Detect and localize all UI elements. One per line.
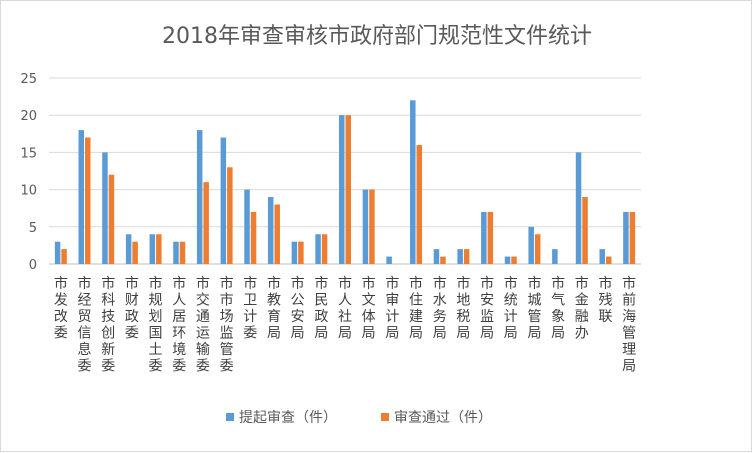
bar-submitted (78, 130, 85, 264)
x-tick-label: 市经贸信息委 (78, 275, 92, 375)
bar-submitted (457, 249, 463, 264)
bar-submitted (623, 211, 629, 264)
bar-submitted (528, 226, 534, 264)
bar-submitted (552, 249, 558, 264)
bar-approved (85, 137, 91, 264)
bar-approved (463, 249, 470, 264)
x-tick-label: 市民政局 (314, 275, 328, 342)
chart-title: 2018年审查审核市政府部门规范性文件统计 (162, 24, 592, 49)
bar-submitted (244, 189, 250, 264)
x-tick-label: 市残联 (598, 275, 612, 325)
legend: 提起审查（件） 审查通过（件） (226, 410, 492, 426)
bar-approved (605, 256, 612, 264)
x-tick-label: 市金融办 (575, 275, 589, 342)
x-tick-label: 市规划国土委 (149, 275, 163, 375)
bar-submitted (481, 211, 487, 264)
y-tick-label: 20 (20, 109, 37, 124)
bar-approved (61, 249, 67, 264)
bar-approved (321, 234, 328, 264)
bar-approved (534, 234, 541, 264)
x-tick-label: 市市场监管委 (220, 275, 234, 375)
bar-submitted (173, 241, 179, 264)
bar-submitted (386, 256, 392, 264)
bar-approved (487, 211, 494, 264)
bar-approved (369, 189, 375, 264)
bar-submitted (504, 256, 511, 264)
bar-submitted (433, 249, 440, 264)
bar-approved (179, 241, 186, 264)
legend-label: 审查通过（件） (394, 410, 492, 426)
bar-approved (298, 241, 304, 264)
x-tick-label: 市地税局 (456, 275, 470, 342)
y-tick-label: 5 (29, 221, 37, 236)
x-tick-label: 市统计局 (504, 275, 518, 342)
bar-approved (227, 167, 233, 264)
x-tick-label: 市城管局 (527, 275, 541, 342)
bar-submitted (125, 234, 132, 264)
bar-approved (274, 204, 280, 264)
bar-approved (629, 211, 636, 264)
bar-approved (108, 174, 115, 264)
x-tick-label: 市科技创新委 (101, 275, 115, 375)
bar-submitted (196, 130, 203, 264)
x-tick-label: 市教育局 (267, 275, 281, 342)
legend-swatch (226, 413, 234, 421)
x-tick-label: 市住建局 (409, 275, 423, 342)
bar-submitted (599, 249, 605, 264)
x-tick-label: 市审计局 (385, 275, 399, 342)
x-tick-label: 市交通运输委 (196, 275, 210, 375)
bar-submitted (362, 189, 369, 264)
bar-submitted (102, 152, 108, 264)
x-tick-label: 市公安局 (291, 275, 305, 342)
bar-approved (416, 144, 423, 264)
x-tick-label: 市卫计委 (243, 275, 257, 342)
bar-submitted (291, 241, 298, 264)
bar-submitted (149, 234, 156, 264)
y-tick-label: 10 (20, 184, 37, 199)
y-tick-label: 25 (20, 72, 37, 87)
y-axis-ticks: 0 5 10 15 20 25 (20, 72, 37, 273)
bar-submitted (410, 100, 416, 264)
bar-approved (132, 241, 138, 264)
bar-submitted (315, 234, 321, 264)
bar-submitted (339, 115, 345, 264)
x-tick-label: 市财政委 (125, 275, 139, 342)
bar-approved (582, 197, 588, 264)
x-axis-labels: 市发改委市经贸信息委市科技创新委市财政委市规划国土委市人居环境委市交通运输委市市… (54, 275, 636, 375)
y-tick-label: 15 (20, 146, 37, 161)
bar-approved (345, 115, 351, 264)
bar-approved (250, 211, 257, 264)
gridlines (49, 77, 641, 265)
x-tick-label: 市前海管理局 (622, 275, 636, 375)
x-tick-label: 市气象局 (551, 275, 565, 342)
bar-submitted (54, 241, 61, 264)
bar-submitted (220, 137, 227, 264)
bar-approved (511, 256, 517, 264)
legend-swatch (381, 413, 389, 421)
x-tick-label: 市人居环境委 (172, 275, 186, 375)
x-tick-label: 市安监局 (480, 275, 494, 342)
bar-approved (203, 182, 209, 264)
legend-label: 提起审查（件） (239, 410, 337, 426)
bar-approved (156, 234, 162, 264)
y-tick-label: 0 (29, 258, 37, 273)
bar-submitted (575, 152, 582, 264)
x-tick-label: 市发改委 (54, 275, 68, 342)
x-tick-label: 市水务局 (433, 275, 447, 342)
x-tick-label: 市文体局 (362, 275, 376, 342)
bar-submitted (267, 197, 274, 264)
x-tick-label: 市人社局 (338, 275, 352, 342)
bars (54, 100, 636, 264)
bar-approved (440, 256, 446, 264)
